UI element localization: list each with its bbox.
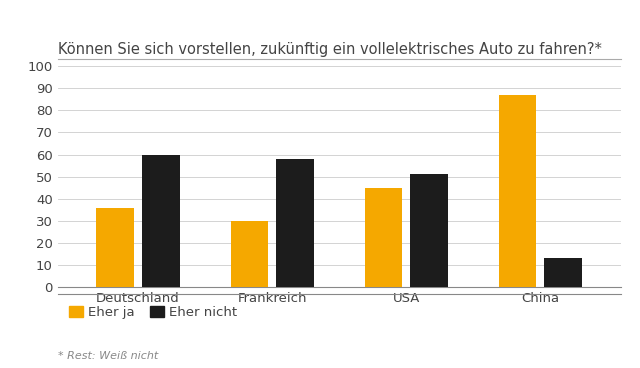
Bar xyxy=(97,208,134,287)
Bar xyxy=(410,174,448,287)
Bar xyxy=(365,188,402,287)
Bar xyxy=(499,95,536,287)
Bar xyxy=(276,159,314,287)
Text: * Rest: Weiß nicht: * Rest: Weiß nicht xyxy=(58,351,158,361)
Text: Können Sie sich vorstellen, zukünftig ein vollelektrisches Auto zu fahren?*: Können Sie sich vorstellen, zukünftig ei… xyxy=(58,42,602,57)
Bar xyxy=(230,221,268,287)
Bar xyxy=(142,155,180,287)
Bar xyxy=(545,258,582,287)
Legend: Eher ja, Eher nicht: Eher ja, Eher nicht xyxy=(64,301,243,325)
